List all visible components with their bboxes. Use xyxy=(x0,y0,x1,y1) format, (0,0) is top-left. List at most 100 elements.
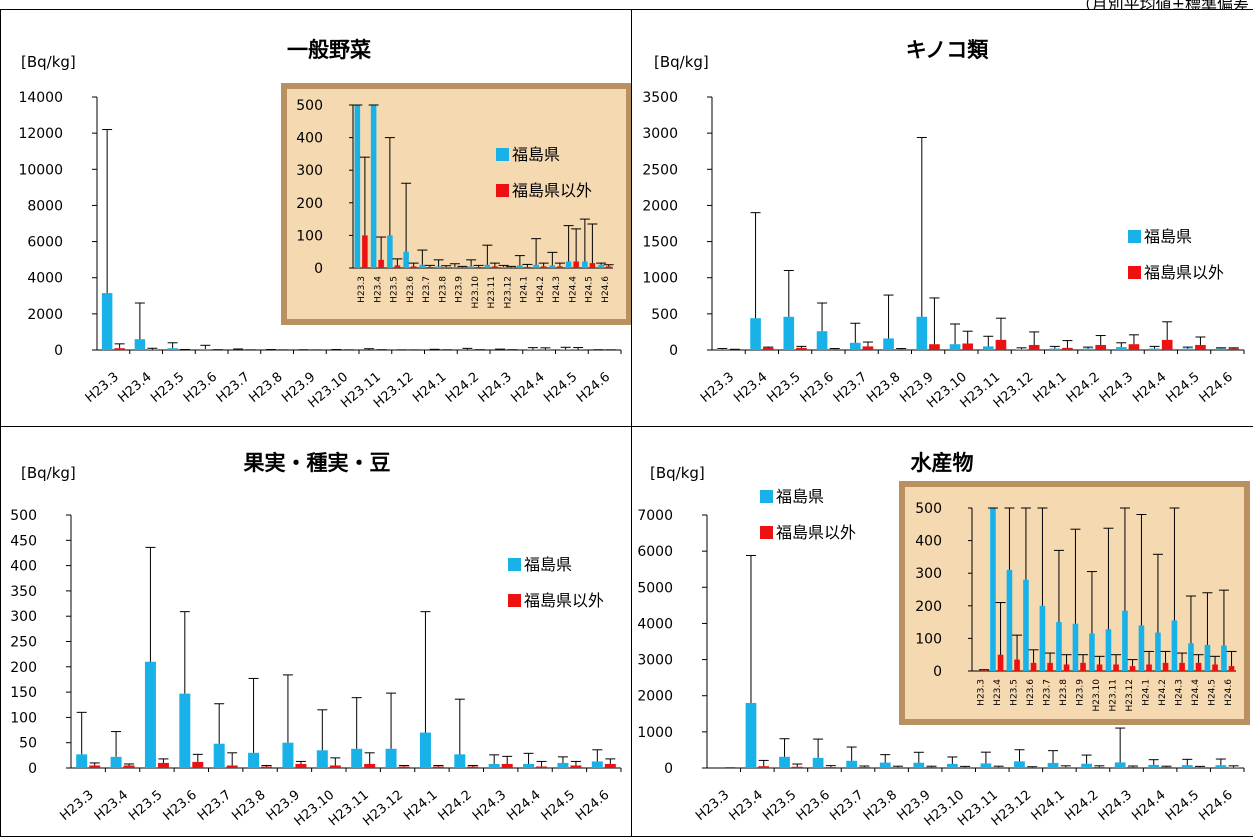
bar-fukushima xyxy=(1122,611,1128,671)
bar-fukushima xyxy=(916,317,927,350)
bar-fukushima xyxy=(592,761,603,768)
inset-x-tick-label: H24.4 xyxy=(1191,679,1201,706)
inset-y-tick-label: 200 xyxy=(915,599,942,615)
chart-title: 果実・種実・豆 xyxy=(244,451,391,475)
bar-fukushima xyxy=(1049,349,1060,350)
bar-fukushima xyxy=(990,508,996,671)
bar-other xyxy=(981,670,987,671)
bar-fukushima xyxy=(420,733,431,768)
inset-x-tick-label: H24.2 xyxy=(536,276,546,303)
y-tick-label: 0 xyxy=(664,761,673,777)
bar-other xyxy=(605,764,616,768)
x-tick-label: H23.4 xyxy=(115,370,154,406)
inset-y-tick-label: 300 xyxy=(915,566,942,582)
inset-y-tick-label: 400 xyxy=(915,534,942,550)
x-tick-label: H24.6 xyxy=(1197,370,1236,406)
bar-other xyxy=(1179,663,1185,671)
x-tick-label: H24.5 xyxy=(1163,370,1202,406)
bar-fukushima xyxy=(452,267,458,268)
x-tick-label: H23.8 xyxy=(864,370,903,406)
chart-title: キノコ類 xyxy=(906,38,990,62)
bar-other xyxy=(158,763,169,768)
bar-fukushima xyxy=(750,318,761,350)
chart-group: 果実・種実・豆[Bq/kg]05010015020025030035040045… xyxy=(10,451,621,829)
legend-swatch xyxy=(760,490,773,503)
inset-x-tick-label: H23.8 xyxy=(438,276,448,303)
y-tick-label: 4000 xyxy=(27,271,63,287)
inset-legend-swatch xyxy=(496,148,509,161)
inset-legend-label: 福島県以外 xyxy=(512,181,592,200)
y-tick-label: 100 xyxy=(10,710,37,726)
bar-other xyxy=(863,346,874,350)
bar-fukushima xyxy=(1149,349,1160,350)
inset-x-tick-label: H24.3 xyxy=(1174,679,1184,706)
x-tick-label: H24.6 xyxy=(574,370,613,406)
bar-other xyxy=(606,266,612,268)
x-tick-label: H24.4 xyxy=(508,370,547,406)
bar-fukushima xyxy=(214,744,225,768)
bar-fukushima xyxy=(1215,765,1226,768)
bar-fukushima xyxy=(533,265,539,268)
bar-other xyxy=(1047,663,1053,671)
bar-other xyxy=(1195,345,1206,350)
bar-fukushima xyxy=(167,348,177,350)
bar-fukushima xyxy=(76,754,87,768)
bar-other xyxy=(1097,664,1103,671)
x-tick-label: H24.3 xyxy=(470,788,509,824)
bar-other xyxy=(295,764,306,768)
y-tick-label: 200 xyxy=(10,660,37,676)
bar-other xyxy=(1029,345,1040,350)
bar-fukushima xyxy=(317,750,328,768)
y-tick-label: 12000 xyxy=(18,126,63,142)
y-tick-label: 0 xyxy=(28,761,37,777)
bar-fukushima xyxy=(913,763,924,768)
inset-x-tick-label: H23.6 xyxy=(1026,679,1036,706)
bar-other xyxy=(508,267,514,268)
bar-fukushima xyxy=(846,761,857,768)
legend-label: 福島県以外 xyxy=(524,591,604,610)
inset-x-tick-label: H24.2 xyxy=(1158,679,1168,706)
inset-x-tick-label: H23.10 xyxy=(471,276,481,309)
bar-other xyxy=(541,266,547,268)
y-tick-label: 0 xyxy=(54,343,63,359)
x-tick-label: H23.4 xyxy=(92,788,131,824)
bar-fukushima xyxy=(1116,347,1127,350)
x-tick-label: H23.5 xyxy=(126,788,165,824)
bar-other xyxy=(1163,663,1169,671)
bar-fukushima xyxy=(813,758,824,768)
bar-other xyxy=(758,766,769,768)
x-tick-label: H23.7 xyxy=(195,788,234,824)
y-tick-label: 150 xyxy=(10,685,37,701)
bar-fukushima xyxy=(817,331,828,350)
x-tick-label: H23.5 xyxy=(760,788,799,824)
y-tick-label: 400 xyxy=(10,559,37,575)
bar-other xyxy=(1228,767,1239,768)
bar-fukushima xyxy=(248,753,259,768)
x-tick-label: H24.5 xyxy=(539,788,578,824)
y-tick-label: 4000 xyxy=(637,616,673,632)
bar-fukushima xyxy=(102,293,112,350)
bar-fukushima xyxy=(523,764,534,768)
legend-swatch xyxy=(760,526,773,539)
bar-fukushima xyxy=(1048,763,1059,768)
bar-fukushima xyxy=(1115,762,1126,768)
y-tick-label: 450 xyxy=(10,533,37,549)
x-tick-label: H24.4 xyxy=(1129,788,1168,824)
legend-swatch xyxy=(508,594,521,607)
inset-x-tick-label: H23.5 xyxy=(390,276,400,303)
bar-other xyxy=(443,267,449,268)
bar-other xyxy=(399,766,410,768)
y-tick-label: 2500 xyxy=(642,162,678,178)
bar-other xyxy=(411,266,417,268)
chart-group: 一般野菜[Bq/kg]02000400060008000100001200014… xyxy=(18,38,629,411)
bar-other xyxy=(1014,660,1020,671)
bar-fukushima xyxy=(883,338,894,350)
inset-y-tick-label: 0 xyxy=(314,261,323,277)
bar-other xyxy=(261,766,272,768)
bar-other xyxy=(1062,348,1073,350)
y-axis-label: [Bq/kg] xyxy=(21,464,76,482)
bar-other xyxy=(536,766,547,768)
bar-fukushima xyxy=(179,694,190,768)
bar-other xyxy=(1212,664,1218,671)
